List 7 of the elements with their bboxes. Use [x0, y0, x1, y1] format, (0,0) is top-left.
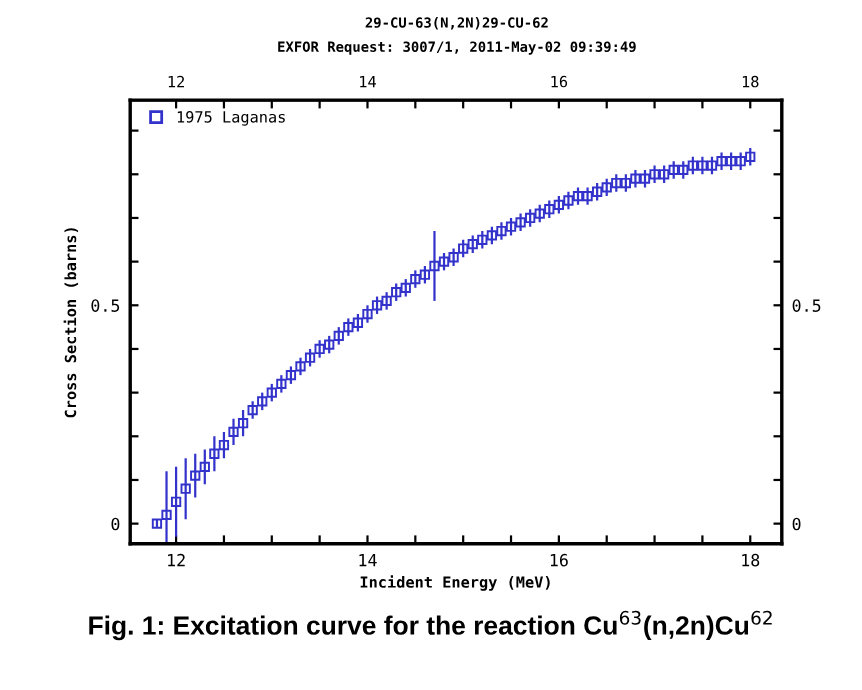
x-tick-label: 12 — [168, 553, 185, 567]
caption: Fig. 1: Excitation curve for the reaction Cu$^{63}$(n,2n)Cu$^{62}$ — [89, 610, 772, 641]
x-tick-label: 18 — [742, 553, 760, 567]
y2-tick-label: 0 — [792, 517, 801, 531]
x-tick-label: 16 — [550, 553, 568, 567]
y2-tick-label: 0.5 — [792, 299, 821, 312]
x-tick-label: 14 — [359, 554, 377, 567]
